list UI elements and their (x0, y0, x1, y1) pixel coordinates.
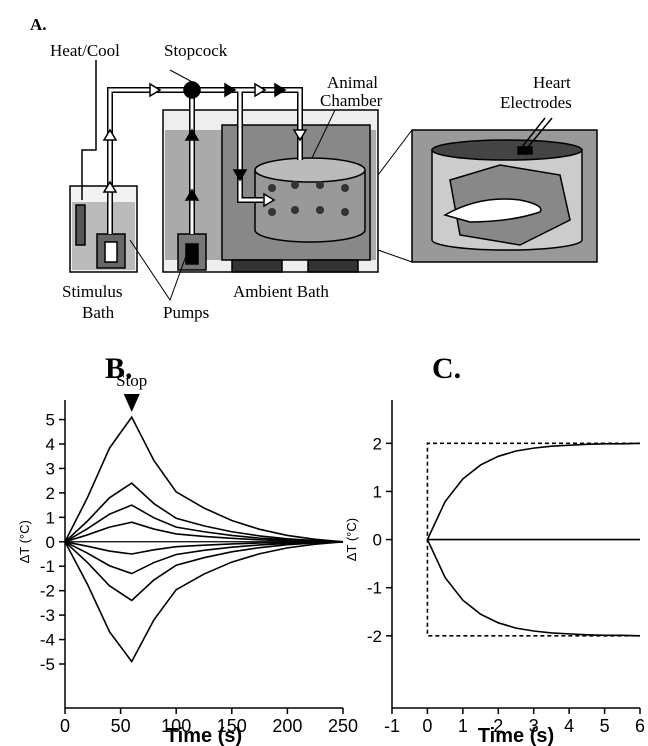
stand (307, 259, 359, 273)
heater (75, 204, 86, 246)
label: Stimulus (62, 282, 122, 301)
y-tick-label: -4 (40, 631, 55, 650)
x-axis-label: Time (s) (166, 725, 242, 746)
y-tick-label: 1 (46, 508, 55, 527)
label: Pumps (163, 303, 209, 322)
x-tick-label: 0 (60, 716, 70, 736)
ambient-pump-core (185, 243, 199, 265)
label: Heart (533, 73, 571, 92)
series-line (64, 415, 344, 543)
x-axis-label: Time (s) (478, 725, 554, 746)
x-tick-label: 0 (422, 716, 432, 736)
x-tick-label: 3 (529, 716, 539, 736)
series-line (426, 442, 641, 540)
x-tick-label: 2 (493, 716, 503, 736)
pipes-inner (108, 88, 302, 234)
pumps-leader (129, 239, 191, 302)
series-line (64, 504, 344, 543)
electrode-wire (521, 117, 553, 148)
series-line (426, 442, 640, 637)
series-line (426, 539, 641, 637)
x-tick-label: 100 (161, 716, 191, 736)
label: Electrodes (500, 93, 572, 112)
label: Heat/Cool (50, 41, 120, 60)
stopcock-leader (169, 69, 197, 85)
series-line (64, 540, 344, 555)
stimulus-pump-core (104, 241, 118, 263)
chamber-leader (311, 109, 336, 159)
heat-cool-line (81, 60, 97, 200)
series-line (64, 482, 344, 543)
diagram (69, 60, 598, 302)
stand (231, 259, 283, 273)
electrode (517, 146, 533, 155)
chamber-holes (268, 181, 349, 216)
x-tick-label: 6 (635, 716, 645, 736)
label: Chamber (320, 91, 383, 110)
y-axis-label: ΔT (°C) (344, 518, 359, 561)
series-line (64, 521, 344, 543)
y-tick-label: 2 (373, 434, 382, 453)
chamber-top (254, 157, 366, 183)
y-tick-label: -5 (40, 655, 55, 674)
y-tick-label: -2 (40, 582, 55, 601)
stopcock (183, 81, 201, 99)
x-tick-label: 5 (600, 716, 610, 736)
inset-top (431, 139, 583, 161)
label: Stopcock (164, 41, 228, 60)
y-tick-label: 0 (373, 531, 382, 550)
y-tick-label: 3 (46, 459, 55, 478)
panel-label: A. (30, 15, 47, 34)
panel-label: C. (432, 352, 461, 385)
y-tick-label: 0 (46, 533, 55, 552)
label: Ambient Bath (233, 282, 329, 301)
annotation-arrow (123, 394, 140, 412)
label: Bath (82, 303, 115, 322)
x-tick-label: 200 (272, 716, 302, 736)
chamber-body (254, 170, 366, 243)
y-tick-label: 1 (373, 482, 382, 501)
x-tick-label: -1 (384, 716, 400, 736)
y-axis-label: ΔT (°C) (17, 520, 32, 563)
series-line (64, 540, 344, 575)
x-tick-label: 1 (458, 716, 468, 736)
x-tick-label: 4 (564, 716, 574, 736)
label: Animal (327, 73, 378, 92)
x-tick-label: 250 (328, 716, 358, 736)
y-tick-label: -1 (367, 579, 382, 598)
series-line (64, 540, 344, 602)
series-line (64, 540, 344, 664)
x-tick-label: 50 (111, 716, 131, 736)
crayfish (443, 198, 542, 223)
y-tick-label: -2 (367, 627, 382, 646)
inset-leader (377, 129, 413, 263)
panel-label: B. (105, 352, 133, 385)
y-tick-label: 4 (46, 435, 55, 454)
x-tick-label: 150 (217, 716, 247, 736)
flow-arrows (102, 82, 308, 208)
flow-arrows-dark (184, 82, 287, 201)
y-tick-label: 2 (46, 484, 55, 503)
y-tick-label: 5 (46, 411, 55, 430)
annotation: Stop (116, 371, 147, 390)
y-tick-label: -1 (40, 557, 55, 576)
y-tick-label: -3 (40, 606, 55, 625)
